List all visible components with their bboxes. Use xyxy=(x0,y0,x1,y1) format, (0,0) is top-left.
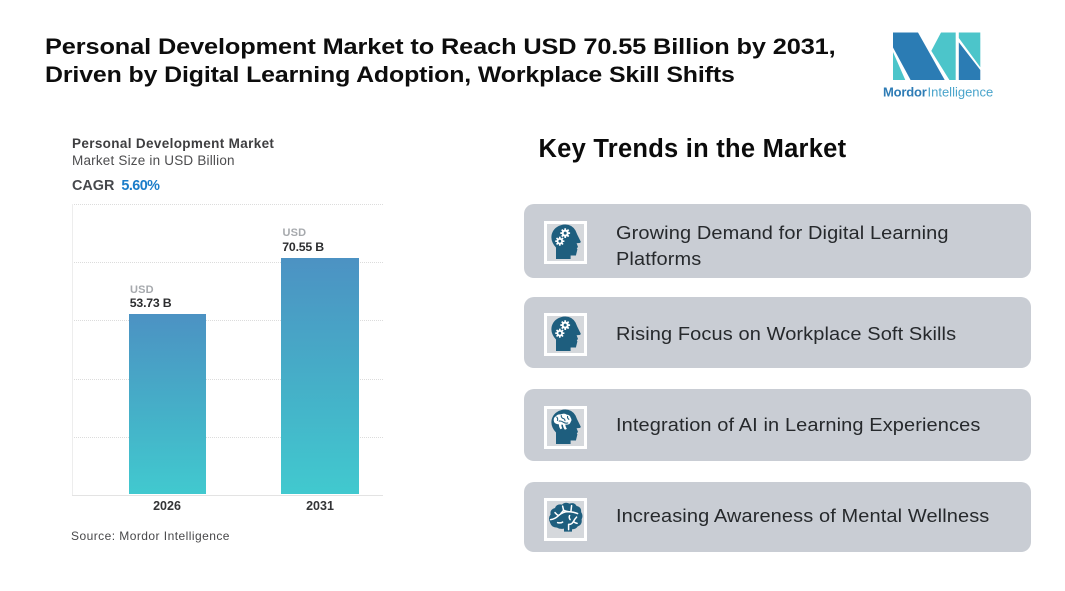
svg-text:Intelligence: Intelligence xyxy=(928,84,994,99)
svg-text:Mordor: Mordor xyxy=(883,84,927,99)
